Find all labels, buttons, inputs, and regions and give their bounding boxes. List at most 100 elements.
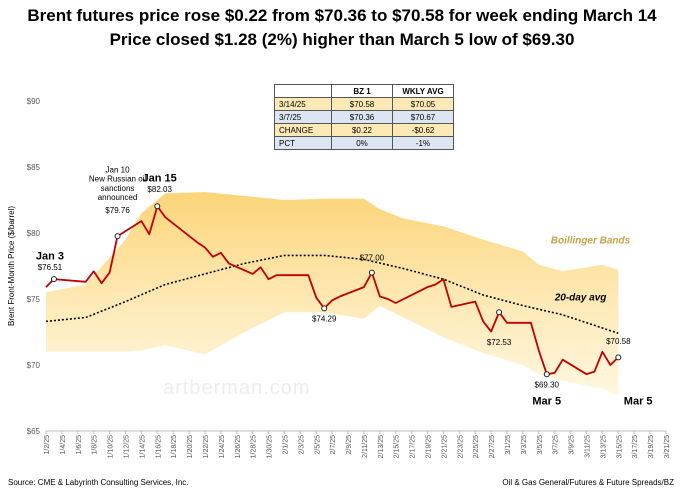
x-tick-label: 1/24/25	[219, 435, 226, 458]
x-tick-label: 3/19/25	[648, 435, 655, 458]
y-axis-ticks: $65 $70 $75 $80 $85 $90	[27, 97, 41, 436]
x-tick-label: 2/27/25	[489, 435, 496, 458]
annotation-text: Jan 15	[143, 173, 177, 185]
table-cell: $70.58	[331, 97, 393, 111]
annotation-text: $72.53	[487, 338, 512, 347]
bollinger-label: Boillinger Bands	[551, 236, 631, 247]
annotation-text: $69.30	[535, 380, 560, 389]
watermark: artberman.com	[163, 377, 311, 399]
annotation-text: announced	[98, 193, 138, 202]
x-tick-label: 2/5/25	[314, 435, 321, 455]
x-tick-label: 1/8/25	[92, 435, 99, 455]
chart-title-line1: Brent futures price rose $0.22 from $70.…	[27, 6, 657, 25]
x-tick-label: 3/11/25	[585, 435, 592, 458]
bollinger-band-area	[46, 192, 619, 396]
x-tick-label: 2/19/25	[426, 435, 433, 458]
avg-20day-line	[45, 254, 619, 335]
annotation-text: Mar 5	[532, 396, 561, 408]
table-header-blank	[274, 84, 332, 98]
x-axis-ticks: 1/2/25 1/4/25 1/6/25 1/8/25 1/10/25 1/12/25 1/…	[44, 431, 671, 458]
annotation-text: Mar 5	[624, 396, 653, 408]
x-tick-label: 2/13/25	[378, 435, 385, 458]
table-row: CHANGE $0.22 -$0.62	[274, 123, 454, 137]
table-cell: $70.05	[392, 97, 454, 111]
annotation-text: Jan 10	[106, 165, 131, 174]
x-tick-label: 3/9/25	[569, 435, 576, 455]
x-tick-label: 1/18/25	[171, 435, 178, 458]
stats-table: BZ 1 WKLY AVG 3/14/25 $70.58 $70.05 3/7/…	[274, 84, 454, 150]
table-cell: 3/7/25	[274, 110, 332, 124]
price-marker	[615, 354, 622, 361]
price-marker	[368, 269, 375, 276]
x-tick-label: 1/22/25	[203, 435, 210, 458]
x-tick-label: 2/15/25	[394, 435, 401, 458]
x-tick-label: 3/3/25	[521, 435, 528, 455]
x-tick-label: 2/25/25	[473, 435, 480, 458]
x-tick-label: 1/20/25	[187, 435, 194, 458]
x-tick-label: 1/2/25	[44, 435, 51, 455]
table-cell: CHANGE	[274, 123, 332, 137]
annotation-text: $82.03	[147, 185, 172, 194]
table-cell: $70.36	[331, 110, 393, 124]
x-tick-label: 3/15/25	[616, 435, 623, 458]
annotation-text: $74.29	[312, 314, 337, 323]
y-tick-label: $75	[27, 295, 41, 304]
x-tick-label: 2/9/25	[346, 435, 353, 455]
table-cell: $70.67	[392, 110, 454, 124]
x-tick-label: 2/1/25	[282, 435, 289, 455]
table-cell: $0.22	[331, 123, 393, 137]
x-tick-label: 3/1/25	[505, 435, 512, 455]
x-tick-label: 2/7/25	[330, 435, 337, 455]
table-row: 3/7/25 $70.36 $70.67	[274, 110, 454, 124]
y-tick-label: $90	[27, 97, 41, 106]
table-cell: -$0.62	[392, 123, 454, 137]
table-header-bz1: BZ 1	[331, 84, 393, 98]
price-marker	[543, 371, 550, 378]
x-tick-label: 1/6/25	[76, 435, 83, 455]
table-cell: 3/14/25	[274, 97, 332, 111]
table-row: 3/14/25 $70.58 $70.05	[274, 97, 454, 111]
x-tick-label: 3/5/25	[537, 435, 544, 455]
y-tick-label: $70	[27, 361, 41, 370]
x-tick-label: 1/30/25	[267, 435, 274, 458]
x-tick-label: 1/14/25	[139, 435, 146, 458]
price-markers	[50, 203, 622, 378]
x-tick-label: 3/17/25	[632, 435, 639, 458]
avg-label: 20-day avg	[554, 292, 607, 303]
x-tick-label: 1/10/25	[108, 435, 115, 458]
x-tick-label: 3/7/25	[553, 435, 560, 455]
x-tick-label: 1/16/25	[155, 435, 162, 458]
bollinger-band	[46, 192, 619, 396]
table-header-wklyavg: WKLY AVG	[392, 84, 454, 98]
y-tick-label: $85	[27, 163, 41, 172]
y-axis-label: Brent Front-Month Price ($/barrel)	[7, 206, 16, 326]
annotation-text: $79.76	[105, 206, 130, 215]
annotation-text: $70.58	[606, 337, 631, 346]
y-tick-label: $80	[27, 229, 41, 238]
annotation-text: New Russian oil	[89, 175, 147, 184]
table-row: PCT 0% -1%	[274, 136, 454, 150]
price-marker	[114, 233, 121, 240]
annotation-text: $77.00	[360, 254, 385, 263]
y-tick-label: $65	[27, 427, 41, 436]
table-cell: -1%	[392, 136, 454, 150]
source-footnote: Source: CME & Labyrinth Consulting Servi…	[8, 478, 189, 487]
x-tick-label: 1/12/25	[123, 435, 130, 458]
annotation-text: sanctions	[101, 184, 135, 193]
x-tick-label: 2/21/25	[441, 435, 448, 458]
credit-footnote: Oil & Gas General/Futures & Future Sprea…	[502, 478, 674, 487]
annotation-text: Jan 3	[36, 250, 64, 262]
x-tick-label: 1/4/25	[60, 435, 67, 455]
x-tick-label: 1/28/25	[251, 435, 258, 458]
annotation-text: $76.51	[38, 263, 63, 272]
chart-title-line2: Price closed $1.28 (2%) higher than Marc…	[109, 30, 575, 49]
x-tick-label: 3/21/25	[664, 435, 671, 458]
x-tick-label: 2/23/25	[457, 435, 464, 458]
price-marker	[50, 276, 57, 283]
x-tick-label: 2/11/25	[362, 435, 369, 458]
x-tick-label: 2/3/25	[298, 435, 305, 455]
x-tick-label: 3/13/25	[600, 435, 607, 458]
